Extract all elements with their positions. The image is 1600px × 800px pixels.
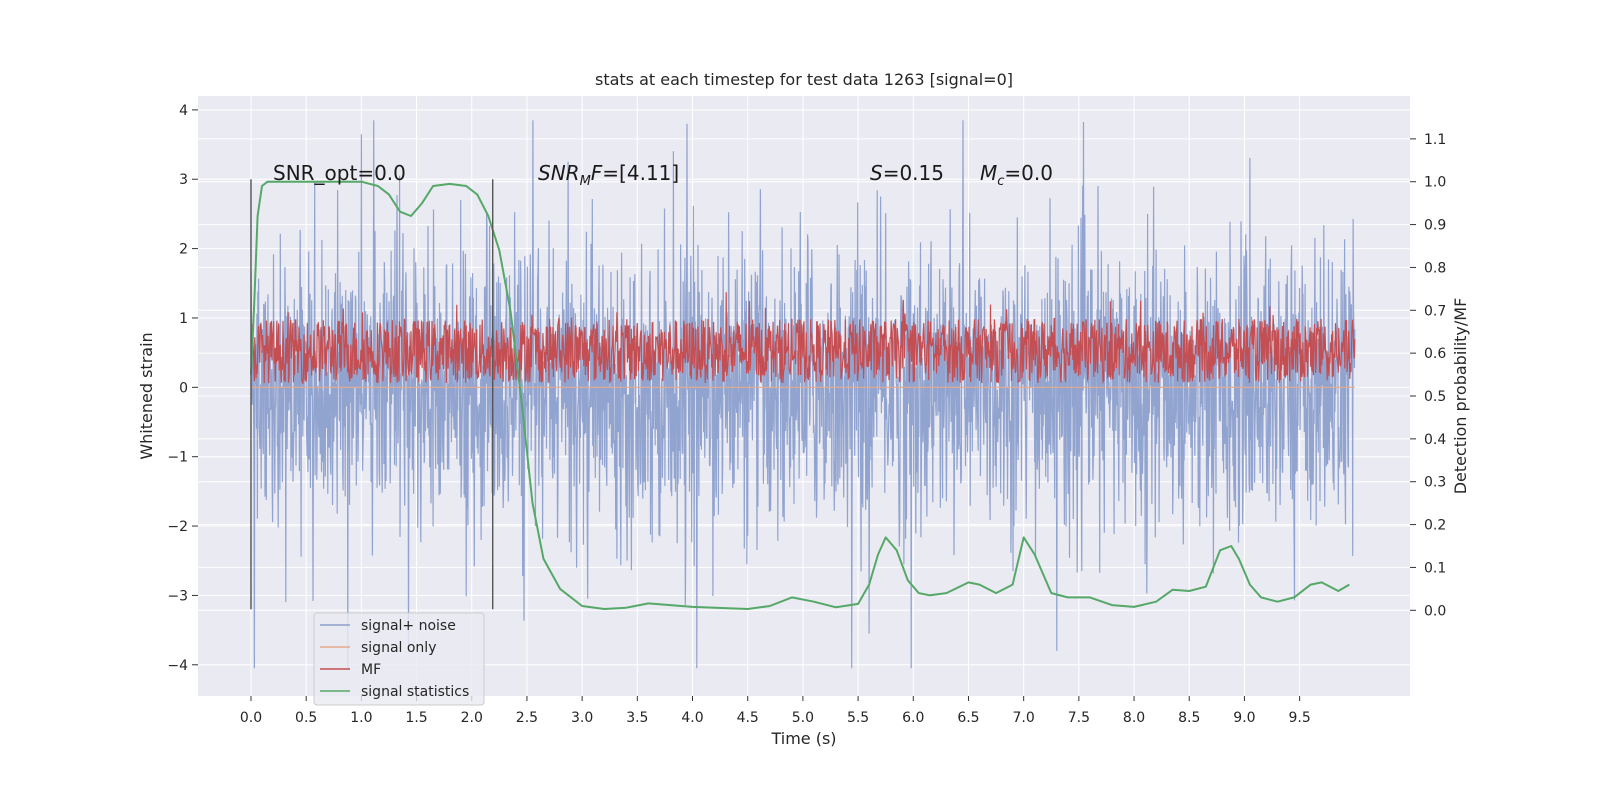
y-right-tick-label: 0.5 bbox=[1424, 389, 1446, 405]
legend-label-signal-statistics: signal statistics bbox=[361, 684, 469, 700]
y-right-tick-label: 0.3 bbox=[1424, 475, 1446, 491]
series-signal-statistics-line bbox=[250, 180, 1350, 610]
y-right-tick-label: 0.8 bbox=[1424, 260, 1446, 276]
x-tick-label: 9.0 bbox=[1233, 710, 1255, 726]
x-tick-label: 8.5 bbox=[1178, 710, 1200, 726]
x-tick-label: 7.0 bbox=[1013, 710, 1035, 726]
legend: signal+ noise signal only MF signal stat… bbox=[313, 612, 485, 706]
x-axis-label: Time (s) bbox=[770, 729, 836, 748]
legend-box bbox=[313, 612, 485, 706]
y-left-tick-label: 3 bbox=[179, 172, 188, 188]
y-right-tick-label: 0.4 bbox=[1424, 432, 1446, 448]
legend-label-signal-only: signal only bbox=[361, 640, 436, 656]
y-left-axis-label: Whitened strain bbox=[137, 332, 156, 459]
annotation-snr-opt: SNR_opt=0.0 bbox=[273, 161, 406, 185]
y-left-tick-label: −4 bbox=[167, 658, 188, 674]
y-left-tick-label: 1 bbox=[179, 311, 188, 327]
x-tick-label: 1.0 bbox=[350, 710, 372, 726]
series-mf-line bbox=[250, 292, 1356, 384]
y-right-tick-label: 0.0 bbox=[1424, 603, 1446, 619]
x-tick-label: 6.5 bbox=[957, 710, 979, 726]
x-tick-label: 8.0 bbox=[1123, 710, 1145, 726]
x-tick-label: 7.5 bbox=[1068, 710, 1090, 726]
x-tick-label: 1.5 bbox=[405, 710, 427, 726]
x-tick-label: 5.5 bbox=[847, 710, 869, 726]
chart-title: stats at each timestep for test data 126… bbox=[595, 70, 1013, 89]
y-left-tick-label: −3 bbox=[167, 588, 188, 604]
x-tick-label: 9.5 bbox=[1288, 710, 1310, 726]
axes-layer: 0.0 0.5 1.0 1.5 2.0 2.5 3.0 3.5 4.0 4.5 5.0 5.5 6.0 6… bbox=[167, 103, 1446, 726]
annotation-mc: Mc=0.0 bbox=[980, 161, 1053, 189]
x-tick-label: 4.0 bbox=[681, 710, 703, 726]
legend-label-mf: MF bbox=[361, 662, 381, 678]
x-tick-label: 0.0 bbox=[240, 710, 262, 726]
x-tick-label: 0.5 bbox=[295, 710, 317, 726]
y-left-tick-label: 4 bbox=[179, 103, 188, 119]
y-right-tick-label: 0.1 bbox=[1424, 560, 1446, 576]
y-right-tick-label: 0.6 bbox=[1424, 346, 1446, 362]
x-tick-label: 5.0 bbox=[792, 710, 814, 726]
y-left-tick-label: −2 bbox=[167, 519, 188, 535]
x-tick-label: 2.0 bbox=[461, 710, 483, 726]
data-layer bbox=[250, 120, 1356, 669]
legend-label-signal-noise: signal+ noise bbox=[361, 618, 456, 634]
y-right-tick-label: 0.2 bbox=[1424, 518, 1446, 534]
y-right-tick-label: 0.7 bbox=[1424, 303, 1446, 319]
x-tick-label: 6.0 bbox=[902, 710, 924, 726]
x-tick-label: 4.5 bbox=[737, 710, 759, 726]
y-left-tick-label: 0 bbox=[179, 380, 188, 396]
y-right-tick-label: 1.1 bbox=[1424, 132, 1446, 148]
y-right-tick-label: 0.9 bbox=[1424, 218, 1446, 234]
annotation-snr-mf: SNRMF=[4.11] bbox=[538, 161, 679, 189]
y-right-axis-label: Detection probability/MF bbox=[1451, 298, 1470, 495]
annotation-s: S=0.15 bbox=[870, 161, 944, 185]
x-tick-label: 3.5 bbox=[626, 710, 648, 726]
y-left-tick-label: 2 bbox=[179, 242, 188, 258]
y-right-tick-label: 1.0 bbox=[1424, 175, 1446, 191]
y-left-tick-label: −1 bbox=[167, 450, 188, 466]
x-tick-label: 3.0 bbox=[571, 710, 593, 726]
x-tick-label: 2.5 bbox=[516, 710, 538, 726]
